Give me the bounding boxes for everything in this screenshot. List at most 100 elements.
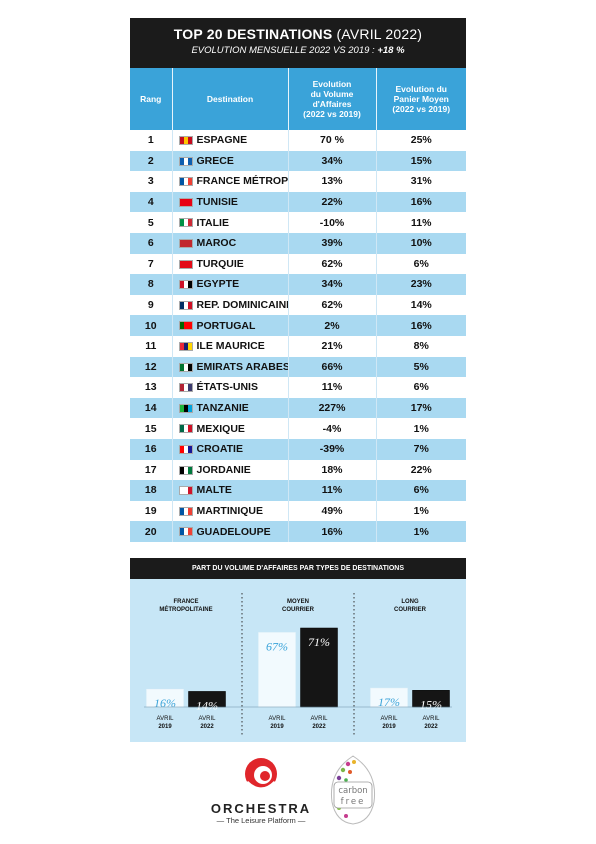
panier-cell: 25% [376,130,466,151]
destination-name: GRECE [196,154,234,167]
flag-icon [178,383,193,393]
table-row: 3 FRANCE MÉTROPOLITAINE13%31% [130,171,466,192]
panier-cell: 31% [376,171,466,192]
panier-cell: 1% [376,500,466,522]
destination-name: EGYPTE [196,278,240,291]
header-panier: Evolution du Panier Moyen (2022 vs 2019) [376,68,466,130]
table-row: 11 ILE MAURICE 21% 8% [130,335,466,357]
panier-cell: 22% [376,459,466,481]
header-volume-line: d'Affaires [312,99,352,109]
infographic: TOP 20 DESTINATIONS (AVRIL 2022) EVOLUTI… [130,18,466,542]
panier-cell: 1% [376,418,466,439]
table-row: 4 TUNISIE 22% 16% [130,191,466,213]
destination-cell: EGYPTE [172,274,289,295]
destination-name: JORDANIE [196,463,251,476]
volume-cell: 62% [288,253,377,275]
volume-cell: 18% [288,459,377,481]
destination-cell: ÉTATS-UNIS [172,377,289,398]
subtitle-value: +18 % [377,45,405,56]
rank-cell: 15 [130,418,173,439]
period-label: 2019 [270,724,284,730]
destination-name: ÉTATS-UNIS [196,381,258,394]
flag-icon [178,424,193,434]
volume-cell: 39% [288,232,377,254]
destination-cell: ITALIE [172,212,289,233]
table-header-row: Rang Destination Evolution du Volume d'A… [130,68,466,130]
header-volume-line: (2022 vs 2019) [303,109,361,119]
flag-icon [178,238,193,248]
destination-cell: PORTUGAL [172,315,289,336]
flag-icon [178,218,193,228]
group-label: LONG [401,599,419,605]
group-label: FRANCE [174,599,199,605]
carbon-free-logo: carbon free [322,752,384,833]
volume-cell: 16% [288,521,377,542]
table-row: 12 EMIRATS ARABES UNIS66%5% [130,356,466,378]
table-row: 15 MEXIQUE -4% 1% [130,418,466,439]
flag-icon [178,506,193,516]
period-label: 2022 [424,724,438,730]
flag-icon [178,527,193,537]
volume-cell: 227% [288,397,377,419]
rank-cell: 2 [130,150,173,172]
table-row: 6 MAROC 39% 10% [130,232,466,254]
flag-icon [178,300,193,310]
destination-name: ESPAGNE [196,134,248,147]
table-row: 7 TURQUIE 62% 6% [130,253,466,275]
destination-cell: MARTINIQUE [172,500,289,522]
volume-cell: 13% [288,171,377,192]
rank-cell: 16 [130,438,173,460]
panier-cell: 8% [376,335,466,357]
destination-cell: GUADELOUPE [172,521,289,542]
period-label: 2019 [382,724,396,730]
destination-cell: FRANCE MÉTROPOLITAINE [172,171,289,192]
panier-cell: 6% [376,253,466,275]
table-body: 1 ESPAGNE 70 % 25% 2 GRECE 34% 15% 3 FRANCE MÉTRO… [130,130,466,542]
volume-cell: -39% [288,438,377,460]
period-label: AVRIL [269,716,287,722]
flag-icon [178,321,193,331]
destination-cell: JORDANIE [172,459,289,481]
destination-cell: REP. DOMINICAINE [172,294,289,316]
header-panier-line: Evolution du [395,84,447,94]
orchestra-swirl-icon [245,758,277,791]
group-label: MÉTROPOLITAINE [159,605,212,613]
panier-cell: 16% [376,191,466,213]
table-row: 20 GUADELOUPE 16% 1% [130,521,466,542]
header-panier-line: (2022 vs 2019) [392,104,451,114]
flag-icon [178,341,193,351]
table-row: 1 ESPAGNE 70 % 25% [130,130,466,151]
table-row: 2 GRECE 34% 15% [130,150,466,172]
rank-cell: 19 [130,500,173,522]
flag-icon [178,259,193,269]
volume-cell: 21% [288,335,377,357]
period-label: 2019 [158,724,172,730]
flag-icon [178,444,193,454]
destination-name: ITALIE [196,216,229,229]
volume-cell: 34% [288,150,377,172]
period-label: AVRIL [157,716,175,722]
table-row: 14 TANZANIE 227% 17% [130,397,466,419]
table-row: 5 ITALIE -10% 11% [130,212,466,233]
page-title: TOP 20 DESTINATIONS (AVRIL 2022) [130,25,466,43]
destination-name: REP. DOMINICAINE [196,299,288,312]
volume-cell: -10% [288,212,377,233]
flag-icon [178,465,193,475]
destination-name: MAROC [196,237,237,250]
group-label: COURRIER [282,607,315,613]
table-row: 9 REP. DOMINICAINE 62% 14% [130,294,466,316]
destination-name: TURQUIE [196,257,244,270]
bar-value-label: 17% [378,695,400,709]
volume-cell: 22% [288,191,377,213]
flag-icon [178,280,193,290]
orchestra-tagline: — The Leisure Platform — [216,816,306,825]
header-rang: Rang [130,68,173,130]
period-label: 2022 [312,724,326,730]
period-label: AVRIL [199,716,217,722]
destination-cell: MAROC [172,232,289,254]
destination-cell: MALTE [172,480,289,501]
table-row: 16 CROATIE -39% 7% [130,438,466,460]
destination-cell: GRECE [172,150,289,172]
rank-cell: 20 [130,521,173,542]
table-row: 10 PORTUGAL 2% 16% [130,315,466,336]
